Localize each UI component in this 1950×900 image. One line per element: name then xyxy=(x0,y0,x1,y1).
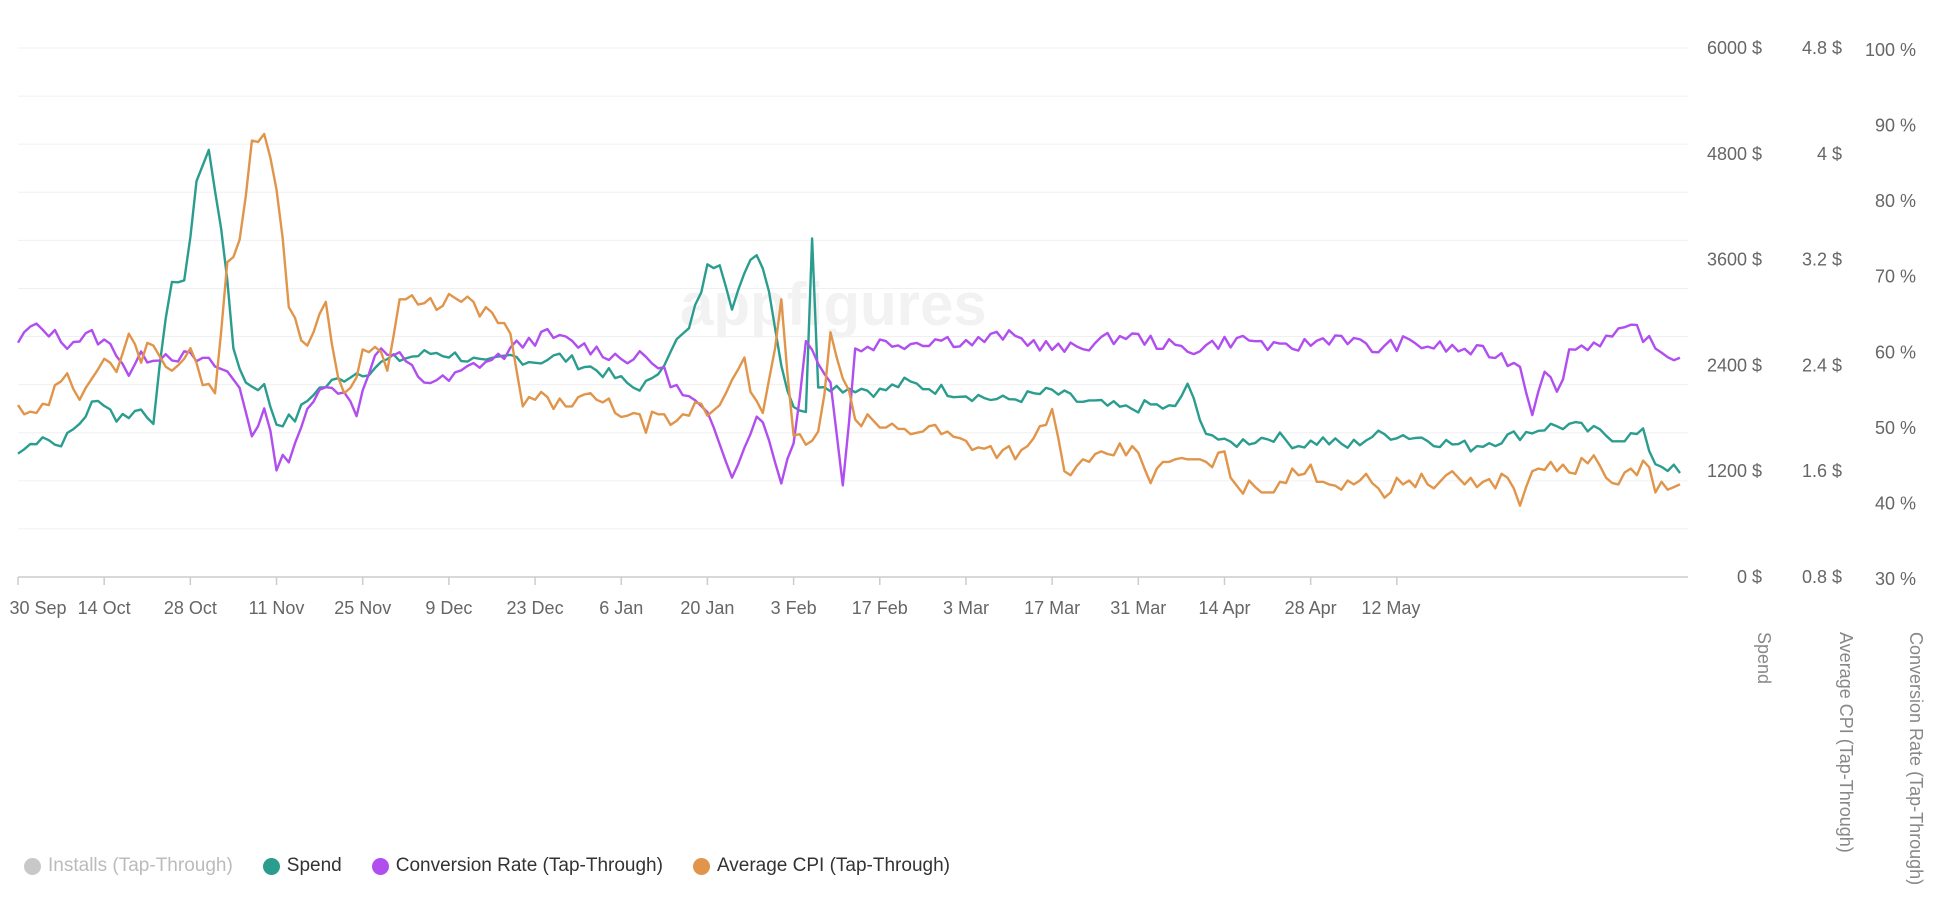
spend-axis-tick-label: 1200 $ xyxy=(1707,461,1762,481)
legend-dot-icon xyxy=(24,857,41,875)
cpi-axis-tick-label: 0.8 $ xyxy=(1802,567,1842,587)
gridlines xyxy=(18,47,1688,530)
watermark: appfigures xyxy=(680,271,987,338)
cr-axis-tick-label: 70 % xyxy=(1875,267,1916,287)
spend-axis-tick-label: 0 $ xyxy=(1737,567,1762,587)
cr-axis-title: Conversion Rate (Tap-Through) xyxy=(1906,632,1926,885)
x-tick-label: 17 Mar xyxy=(1024,598,1080,618)
x-tick-label: 14 Apr xyxy=(1198,598,1250,618)
cpi-axis-tick-label: 4.8 $ xyxy=(1802,38,1842,58)
cpi-axis-tick-label: 2.4 $ xyxy=(1802,355,1842,375)
cpi-axis-tick-label: 4 $ xyxy=(1817,144,1842,164)
x-tick-label: 6 Jan xyxy=(599,598,643,618)
spend-axis-tick-label: 4800 $ xyxy=(1707,144,1762,164)
x-tick-label: 30 Sep xyxy=(9,598,66,618)
legend-label: Conversion Rate (Tap-Through) xyxy=(395,855,663,876)
x-tick-label: 3 Feb xyxy=(771,598,817,618)
cr-axis-tick-label: 60 % xyxy=(1875,342,1916,362)
y-axis-titles: Spend Average CPI (Tap-Through) Conversion… xyxy=(1754,632,1926,885)
spend-axis-tick-label: 3600 $ xyxy=(1707,250,1762,270)
cpi-axis-tick-label: 3.2 $ xyxy=(1802,250,1842,270)
cr-axis-tick-label: 80 % xyxy=(1875,191,1916,211)
cr-axis-tick-label: 40 % xyxy=(1875,493,1916,513)
legend-item-spend[interactable]: Spend xyxy=(262,855,342,877)
x-axis-ticks: 30 Sep 14 Oct 28 Oct 11 Nov 25 Nov 9 Dec 23 De… xyxy=(9,577,1420,618)
x-tick-label: 25 Nov xyxy=(334,598,391,618)
x-tick-label: 28 Apr xyxy=(1285,598,1337,618)
legend-item-conversion-rate-tap-through[interactable]: Conversion Rate (Tap-Through) xyxy=(371,855,663,877)
spend-axis-tick-label: 6000 $ xyxy=(1707,38,1762,58)
series-lines xyxy=(16,132,1681,507)
legend-dot-icon xyxy=(262,857,280,875)
x-tick-label: 11 Nov xyxy=(249,598,305,618)
x-tick-label: 14 Oct xyxy=(78,598,131,618)
x-tick-label: 31 Mar xyxy=(1110,598,1166,618)
x-tick-label: 20 Jan xyxy=(680,598,734,618)
x-tick-label: 17 Feb xyxy=(852,598,908,618)
x-tick-label: 3 Mar xyxy=(943,598,989,618)
x-tick-label: 28 Oct xyxy=(164,598,217,618)
series-line-average-cpi-tap-through[interactable] xyxy=(17,132,1681,507)
legend-label: Spend xyxy=(286,855,342,876)
x-tick-label: 12 May xyxy=(1361,598,1420,618)
cpi-axis-tick-label: 1.6 $ xyxy=(1802,461,1842,481)
cr-axis-tick-label: 90 % xyxy=(1875,116,1916,136)
x-tick-label: 9 Dec xyxy=(425,598,472,618)
legend-dot-icon xyxy=(371,857,389,875)
legend-dot-icon xyxy=(692,857,710,875)
cpi-axis-title: Average CPI (Tap-Through) xyxy=(1836,632,1856,853)
legend: Installs (Tap-Through) Spend Conversion Ra… xyxy=(24,855,950,877)
x-tick-label: 23 Dec xyxy=(507,598,564,618)
legend-item-average-cpi-tap-through[interactable]: Average CPI (Tap-Through) xyxy=(692,855,950,877)
legend-label: Average CPI (Tap-Through) xyxy=(716,855,950,876)
legend-item-installs-tap-through[interactable]: Installs (Tap-Through) xyxy=(24,855,233,877)
cr-axis-tick-label: 50 % xyxy=(1875,418,1916,438)
cr-axis-tick-label: 100 % xyxy=(1865,40,1916,60)
legend-label: Installs (Tap-Through) xyxy=(48,855,233,876)
spend-axis-tick-label: 2400 $ xyxy=(1707,355,1762,375)
series-line-conversion-rate-tap-through[interactable] xyxy=(16,322,1681,487)
spend-axis-title: Spend xyxy=(1754,632,1774,684)
y-axis-ticks: 6000 $ 4800 $ 3600 $ 2400 $ 1200 $ 0 $ 4.8 $ 4 … xyxy=(1707,38,1916,589)
cr-axis-tick-label: 30 % xyxy=(1875,569,1916,589)
